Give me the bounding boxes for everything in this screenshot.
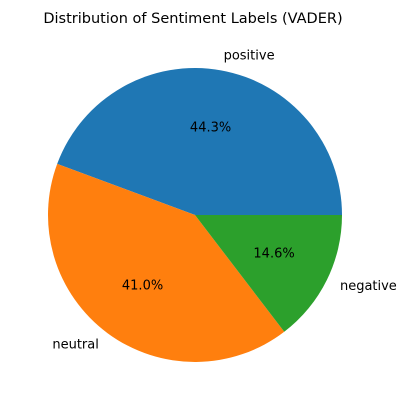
pie-label-positive: positive <box>224 48 275 63</box>
pie-label-negative: negative <box>340 279 397 294</box>
pie-label-neutral: neutral <box>52 338 99 353</box>
pie-slices <box>47 68 342 363</box>
pie-pct-neutral: 41.0% <box>122 278 163 293</box>
pie-pct-positive: 44.3% <box>190 121 231 136</box>
pie-slice-positive <box>57 68 342 215</box>
chart-title: Distribution of Sentiment Labels (VADER) <box>43 11 342 27</box>
pie-slice-negative <box>195 215 342 332</box>
pie-pct-negative: 14.6% <box>253 247 294 262</box>
pie-labels: positive 44.3% neutral 41.0% negative 14.6% <box>52 48 396 352</box>
pie-slice-neutral <box>47 163 285 363</box>
